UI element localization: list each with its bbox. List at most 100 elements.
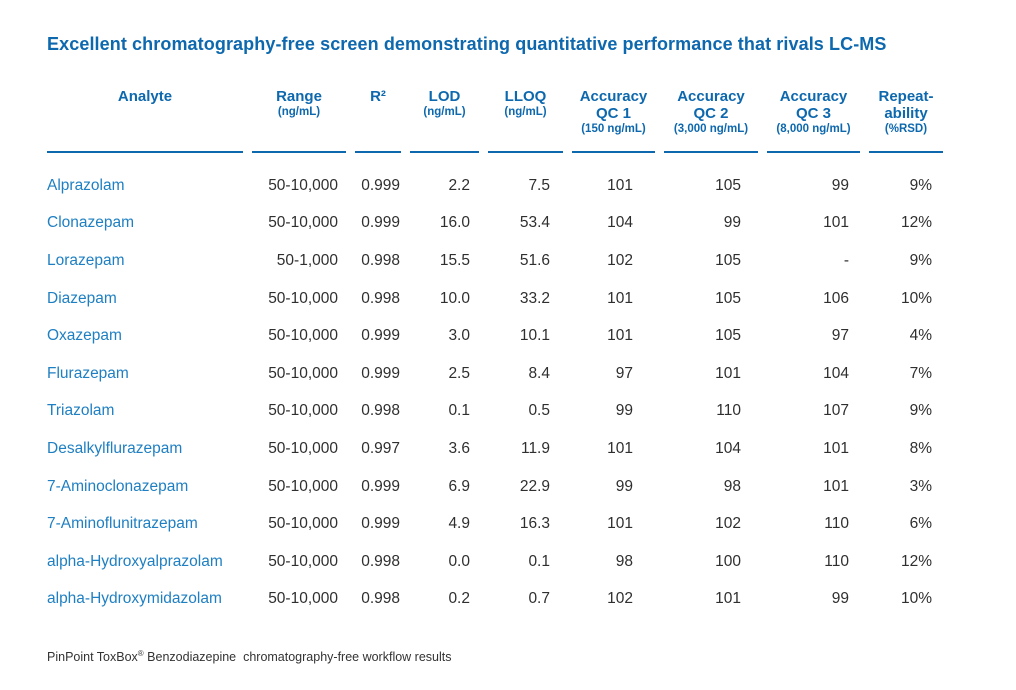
cell-accuracy-qc2: 98 bbox=[723, 477, 741, 495]
cell-r2: 0.999 bbox=[361, 477, 400, 495]
table-row: Oxazepam 50-10,000 0.999 3.0 10.1 101 105 97 4% bbox=[47, 317, 943, 355]
table-row: Diazepam 50-10,000 0.998 10.0 33.2 101 105 106 1… bbox=[47, 280, 943, 318]
cell-lod: 2.5 bbox=[448, 364, 470, 382]
cell-repeatability: 10% bbox=[900, 590, 932, 608]
cell-accuracy-qc2: 102 bbox=[715, 515, 741, 533]
cell-analyte: Diazepam bbox=[47, 289, 117, 307]
column-sublabel: (ng/mL) bbox=[504, 106, 547, 118]
cell-accuracy-qc2: 105 bbox=[715, 176, 741, 194]
cell-range: 50-10,000 bbox=[268, 515, 338, 533]
cell-lod: 4.9 bbox=[448, 515, 470, 533]
cell-analyte: alpha-Hydroxyalprazolam bbox=[47, 552, 223, 570]
cell-lod: 10.0 bbox=[439, 289, 470, 307]
cell-range: 50-10,000 bbox=[268, 552, 338, 570]
cell-repeatability: 9% bbox=[909, 402, 932, 420]
column-sublabel: (3,000 ng/mL) bbox=[673, 123, 749, 135]
cell-accuracy-qc3: 106 bbox=[823, 289, 849, 307]
cell-accuracy-qc2: 110 bbox=[716, 402, 741, 420]
cell-lloq: 8.4 bbox=[528, 364, 550, 382]
column-header-repeatability: Repeat- ability (%RSD) bbox=[869, 88, 943, 153]
cell-accuracy-qc2: 99 bbox=[723, 214, 741, 232]
cell-r2: 0.997 bbox=[361, 439, 400, 457]
cell-analyte: 7-Aminoclonazepam bbox=[47, 477, 189, 495]
cell-accuracy-qc1: 97 bbox=[615, 364, 633, 382]
column-label: Accuracy bbox=[779, 88, 848, 105]
cell-r2: 0.999 bbox=[361, 515, 400, 533]
cell-accuracy-qc3: 97 bbox=[831, 327, 849, 345]
cell-analyte: Alprazolam bbox=[47, 176, 125, 194]
cell-lloq: 11.9 bbox=[520, 439, 550, 457]
cell-repeatability: 9% bbox=[909, 251, 932, 269]
cell-accuracy-qc3: 101 bbox=[823, 439, 849, 457]
column-sublabel: (150 ng/mL) bbox=[581, 123, 646, 135]
cell-lod: 2.2 bbox=[448, 176, 470, 194]
table-row: 7-Aminoflunitrazepam 50-10,000 0.999 4.9 16.… bbox=[47, 505, 943, 543]
column-sublabel: (8,000 ng/mL) bbox=[776, 123, 851, 135]
cell-lod: 0.2 bbox=[448, 590, 470, 608]
column-header-range: Range (ng/mL) bbox=[252, 88, 346, 153]
cell-repeatability: 8% bbox=[909, 439, 932, 457]
cell-lod: 3.6 bbox=[448, 439, 470, 457]
table-row: alpha-Hydroxymidazolam 50-10,000 0.998 0.2 0… bbox=[47, 581, 943, 619]
cell-lloq: 0.1 bbox=[528, 552, 550, 570]
cell-repeatability: 7% bbox=[909, 364, 932, 382]
cell-accuracy-qc1: 101 bbox=[607, 327, 633, 345]
footnote-text: Benzodiazepine chromatography-free workf… bbox=[143, 650, 452, 665]
cell-analyte: Lorazepam bbox=[47, 251, 125, 269]
results-table: Analyte Range (ng/mL) R² LOD (ng/mL) LLO… bbox=[38, 88, 952, 618]
cell-r2: 0.999 bbox=[361, 327, 400, 345]
table-row: Triazolam 50-10,000 0.998 0.1 0.5 99 110 107 9% bbox=[47, 393, 943, 431]
cell-lloq: 22.9 bbox=[519, 477, 550, 495]
column-header-accuracy-qc3: Accuracy QC 3 (8,000 ng/mL) bbox=[767, 88, 860, 153]
cell-accuracy-qc1: 99 bbox=[615, 402, 633, 420]
page-title: Excellent chromatography-free screen dem… bbox=[47, 34, 887, 54]
cell-accuracy-qc2: 101 bbox=[715, 364, 741, 382]
cell-accuracy-qc1: 101 bbox=[607, 439, 633, 457]
cell-accuracy-qc2: 104 bbox=[715, 439, 741, 457]
cell-lloq: 7.5 bbox=[528, 176, 550, 194]
cell-repeatability: 9% bbox=[909, 176, 932, 194]
table-header: Analyte Range (ng/mL) R² LOD (ng/mL) LLO… bbox=[47, 88, 943, 153]
cell-repeatability: 3% bbox=[909, 477, 932, 495]
cell-accuracy-qc1: 99 bbox=[615, 477, 633, 495]
column-label-line2: QC 2 bbox=[693, 105, 729, 122]
column-label-line2: QC 1 bbox=[595, 105, 631, 122]
column-sublabel: (ng/mL) bbox=[277, 106, 321, 118]
column-label: Analyte bbox=[117, 88, 173, 105]
cell-accuracy-qc1: 104 bbox=[607, 214, 633, 232]
table-row: Desalkylflurazepam 50-10,000 0.997 3.6 11.9 1… bbox=[47, 430, 943, 468]
cell-lod: 3.0 bbox=[448, 327, 470, 345]
cell-r2: 0.998 bbox=[361, 552, 400, 570]
cell-range: 50-10,000 bbox=[268, 439, 338, 457]
column-header-analyte: Analyte bbox=[47, 88, 243, 153]
cell-accuracy-qc1: 101 bbox=[607, 176, 633, 194]
table-row: Lorazepam 50-1,000 0.998 15.5 51.6 102 105 - 9% bbox=[47, 242, 943, 280]
cell-range: 50-10,000 bbox=[268, 590, 338, 608]
cell-lod: 16.0 bbox=[439, 214, 470, 232]
column-sublabel: (ng/mL) bbox=[423, 106, 466, 118]
column-header-accuracy-qc2: Accuracy QC 2 (3,000 ng/mL) bbox=[664, 88, 758, 153]
cell-accuracy-qc2: 105 bbox=[715, 327, 741, 345]
column-label-line2: QC 3 bbox=[795, 105, 831, 122]
cell-lloq: 16.3 bbox=[519, 515, 550, 533]
cell-repeatability: 10% bbox=[900, 289, 932, 307]
cell-repeatability: 12% bbox=[900, 552, 932, 570]
column-sublabel: (%RSD) bbox=[884, 123, 928, 135]
cell-lod: 0.1 bbox=[448, 402, 470, 420]
cell-lloq: 51.6 bbox=[519, 251, 550, 269]
cell-accuracy-qc2: 105 bbox=[715, 289, 741, 307]
column-header-accuracy-qc1: Accuracy QC 1 (150 ng/mL) bbox=[572, 88, 655, 153]
cell-analyte: Oxazepam bbox=[47, 327, 122, 345]
cell-accuracy-qc3: 104 bbox=[823, 364, 849, 382]
cell-accuracy-qc3: 99 bbox=[831, 590, 849, 608]
cell-accuracy-qc3: - bbox=[843, 251, 849, 269]
cell-r2: 0.998 bbox=[361, 590, 400, 608]
cell-repeatability: 12% bbox=[900, 214, 932, 232]
table-row: Flurazepam 50-10,000 0.999 2.5 8.4 97 101 104 7% bbox=[47, 355, 943, 393]
cell-range: 50-1,000 bbox=[276, 251, 338, 269]
column-label: R² bbox=[370, 88, 386, 105]
cell-r2: 0.998 bbox=[361, 251, 400, 269]
cell-r2: 0.999 bbox=[361, 214, 400, 232]
column-label: Repeat- bbox=[878, 88, 934, 105]
cell-accuracy-qc1: 98 bbox=[615, 552, 633, 570]
